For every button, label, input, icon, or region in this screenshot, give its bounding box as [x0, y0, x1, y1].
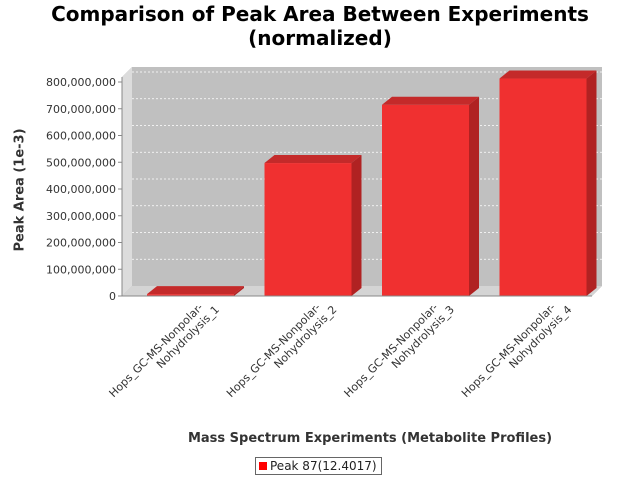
x-tick-label: Hops_GC-MS-Nonpolar-Nohydrolysis_1 [107, 294, 222, 409]
legend-swatch [259, 462, 267, 470]
bar-side [234, 286, 244, 296]
chart-title-line-2: (normalized) [248, 26, 392, 50]
legend: Peak 87(12.4017) [255, 457, 382, 475]
x-tick-label-line: Hops_GC-MS-Nonpolar- [224, 301, 323, 400]
y-tick-label: 700,000,000 [46, 103, 116, 116]
x-tick-label-line: Hops_GC-MS-Nonpolar- [107, 301, 206, 400]
y-tick-label: 600,000,000 [46, 130, 116, 143]
bar-top [382, 96, 479, 105]
plot-background [122, 67, 602, 296]
bar-side [351, 155, 362, 296]
bar-top [499, 70, 597, 79]
x-tick-label-line: Hops_GC-MS-Nonpolar- [342, 301, 441, 400]
x-tick-label-line: Hops_GC-MS-Nonpolar- [459, 301, 558, 400]
bar-front [147, 294, 234, 296]
bar [382, 96, 479, 296]
bar-top [147, 286, 244, 295]
y-tick-label: 0 [109, 290, 116, 303]
bar-side [586, 70, 597, 297]
bar-front [264, 163, 352, 296]
bar-front [382, 104, 469, 296]
y-tick-label: 400,000,000 [46, 183, 116, 196]
y-tick-label: 200,000,000 [46, 237, 116, 250]
bar [264, 155, 362, 296]
y-tick-label: 500,000,000 [46, 156, 116, 169]
y-tick-label: 100,000,000 [46, 263, 116, 276]
bar [147, 286, 244, 296]
plot-side-wall [122, 67, 132, 296]
bar-side [469, 96, 479, 296]
bar-top [264, 155, 362, 164]
y-axis-label: Peak Area (1e-3) [12, 128, 28, 252]
x-tick-label: Hops_GC-MS-Nonpolar-Nohydrolysis_3 [342, 294, 457, 409]
bar [499, 70, 597, 297]
legend-label: Peak 87(12.4017) [270, 459, 377, 473]
chart-title: Comparison of Peak Area Between Experime… [0, 2, 640, 50]
y-tick-label: 300,000,000 [46, 210, 116, 223]
chart-title-line-1: Comparison of Peak Area Between Experime… [51, 2, 589, 26]
x-tick-label: Hops_GC-MS-Nonpolar-Nohydrolysis_4 [459, 294, 574, 409]
x-axis-label: Mass Spectrum Experiments (Metabolite Pr… [187, 431, 553, 446]
x-tick-label: Hops_GC-MS-Nonpolar-Nohydrolysis_2 [224, 294, 339, 409]
y-tick-label: 800,000,000 [46, 76, 116, 89]
bar-front [499, 78, 587, 297]
